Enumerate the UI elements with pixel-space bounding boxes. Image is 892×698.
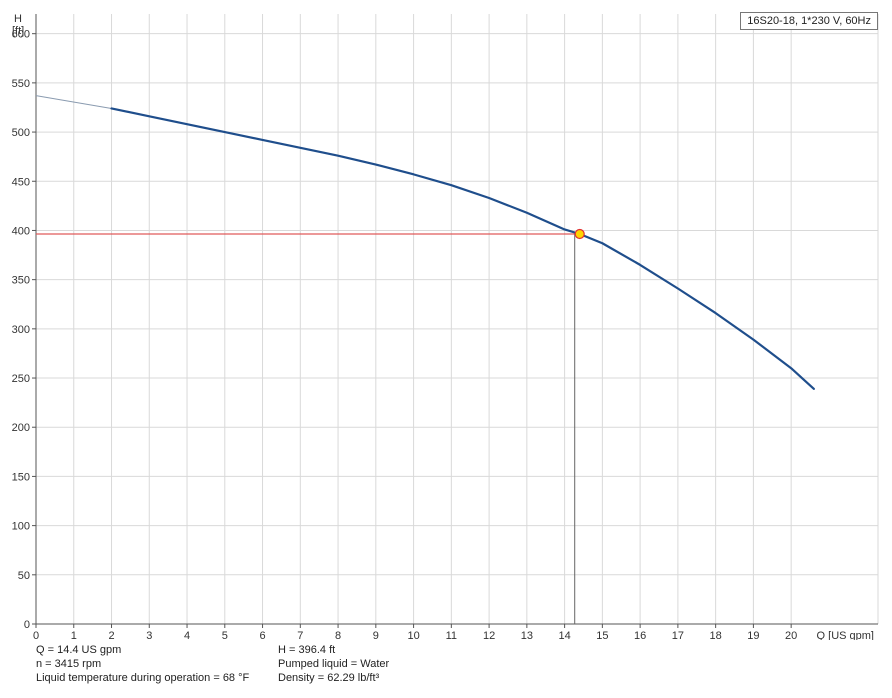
y-tick-label: 600 [12, 29, 30, 41]
x-tick-label: 3 [146, 630, 152, 640]
x-tick-label: 12 [483, 630, 495, 640]
x-tick-label: 9 [373, 630, 379, 640]
x-tick-label: 20 [785, 630, 797, 640]
pump-curve-chart: 0 1 2 3 4 5 6 7 8 9 10 11 12 13 14 15 16 17 18 19 2005010015… [12, 13, 879, 640]
operating-point-marker [574, 228, 585, 240]
x-tick-label: 14 [558, 630, 570, 640]
x-tick-label: 7 [297, 630, 303, 640]
x-tick-label: 0 [33, 630, 39, 640]
y-tick-label: 250 [12, 373, 30, 385]
x-tick-label: 2 [108, 630, 114, 640]
y-tick-label: 150 [12, 471, 30, 483]
y-tick-label: 450 [12, 176, 30, 188]
legend-label: 16S20-18, 1*230 V, 60Hz [747, 15, 871, 27]
y-tick-label: 400 [12, 225, 30, 237]
x-tick-label: 16 [634, 630, 646, 640]
x-tick-label: 1 [71, 630, 77, 640]
y-tick-label: 200 [12, 422, 30, 434]
x-tick-label: 10 [407, 630, 419, 640]
curve-extrapolated [35, 95, 112, 109]
y-tick-label: 350 [12, 275, 30, 287]
y-tick-label: 550 [12, 78, 30, 90]
density-readout: Density = 62.29 lb/ft³ [278, 672, 380, 684]
x-tick-label: 17 [672, 630, 684, 640]
chart-legend: 16S20-18, 1*230 V, 60Hz [740, 12, 878, 30]
y-tick-label: 0 [24, 619, 30, 631]
info-right: H = 396.4 ft Pumped liquid = Water Densi… [278, 643, 389, 685]
x-tick-label: 19 [747, 630, 759, 640]
y-axis-label: H [14, 13, 22, 25]
y-tick-label: 50 [18, 570, 30, 582]
plot-area [36, 14, 878, 624]
y-tick-label: 300 [12, 324, 30, 336]
x-tick-label: 4 [184, 630, 190, 640]
x-tick-label: 11 [446, 630, 457, 640]
y-tick-label: 100 [12, 521, 30, 533]
x-tick-label: 15 [596, 630, 608, 640]
head-readout: H = 396.4 ft [278, 644, 336, 656]
y-axis-unit: [ft] [12, 25, 24, 37]
speed-readout: n = 3415 rpm [36, 658, 102, 670]
x-tick-label: 6 [259, 630, 265, 640]
x-axis-label: Q [US gpm] [817, 630, 874, 640]
x-tick-label: 13 [521, 630, 533, 640]
x-tick-label: 18 [710, 630, 722, 640]
flow-readout: Q = 14.4 US gpm [36, 644, 122, 656]
x-tick-label: 5 [222, 630, 228, 640]
liquid-readout: Pumped liquid = Water [278, 658, 390, 670]
pump-curve [110, 107, 815, 390]
info-left: Q = 14.4 US gpm n = 3415 rpm Liquid temp… [36, 643, 249, 685]
x-tick-label: 8 [335, 630, 341, 640]
y-tick-label: 500 [12, 127, 30, 139]
temperature-readout: Liquid temperature during operation = 68… [36, 672, 250, 684]
